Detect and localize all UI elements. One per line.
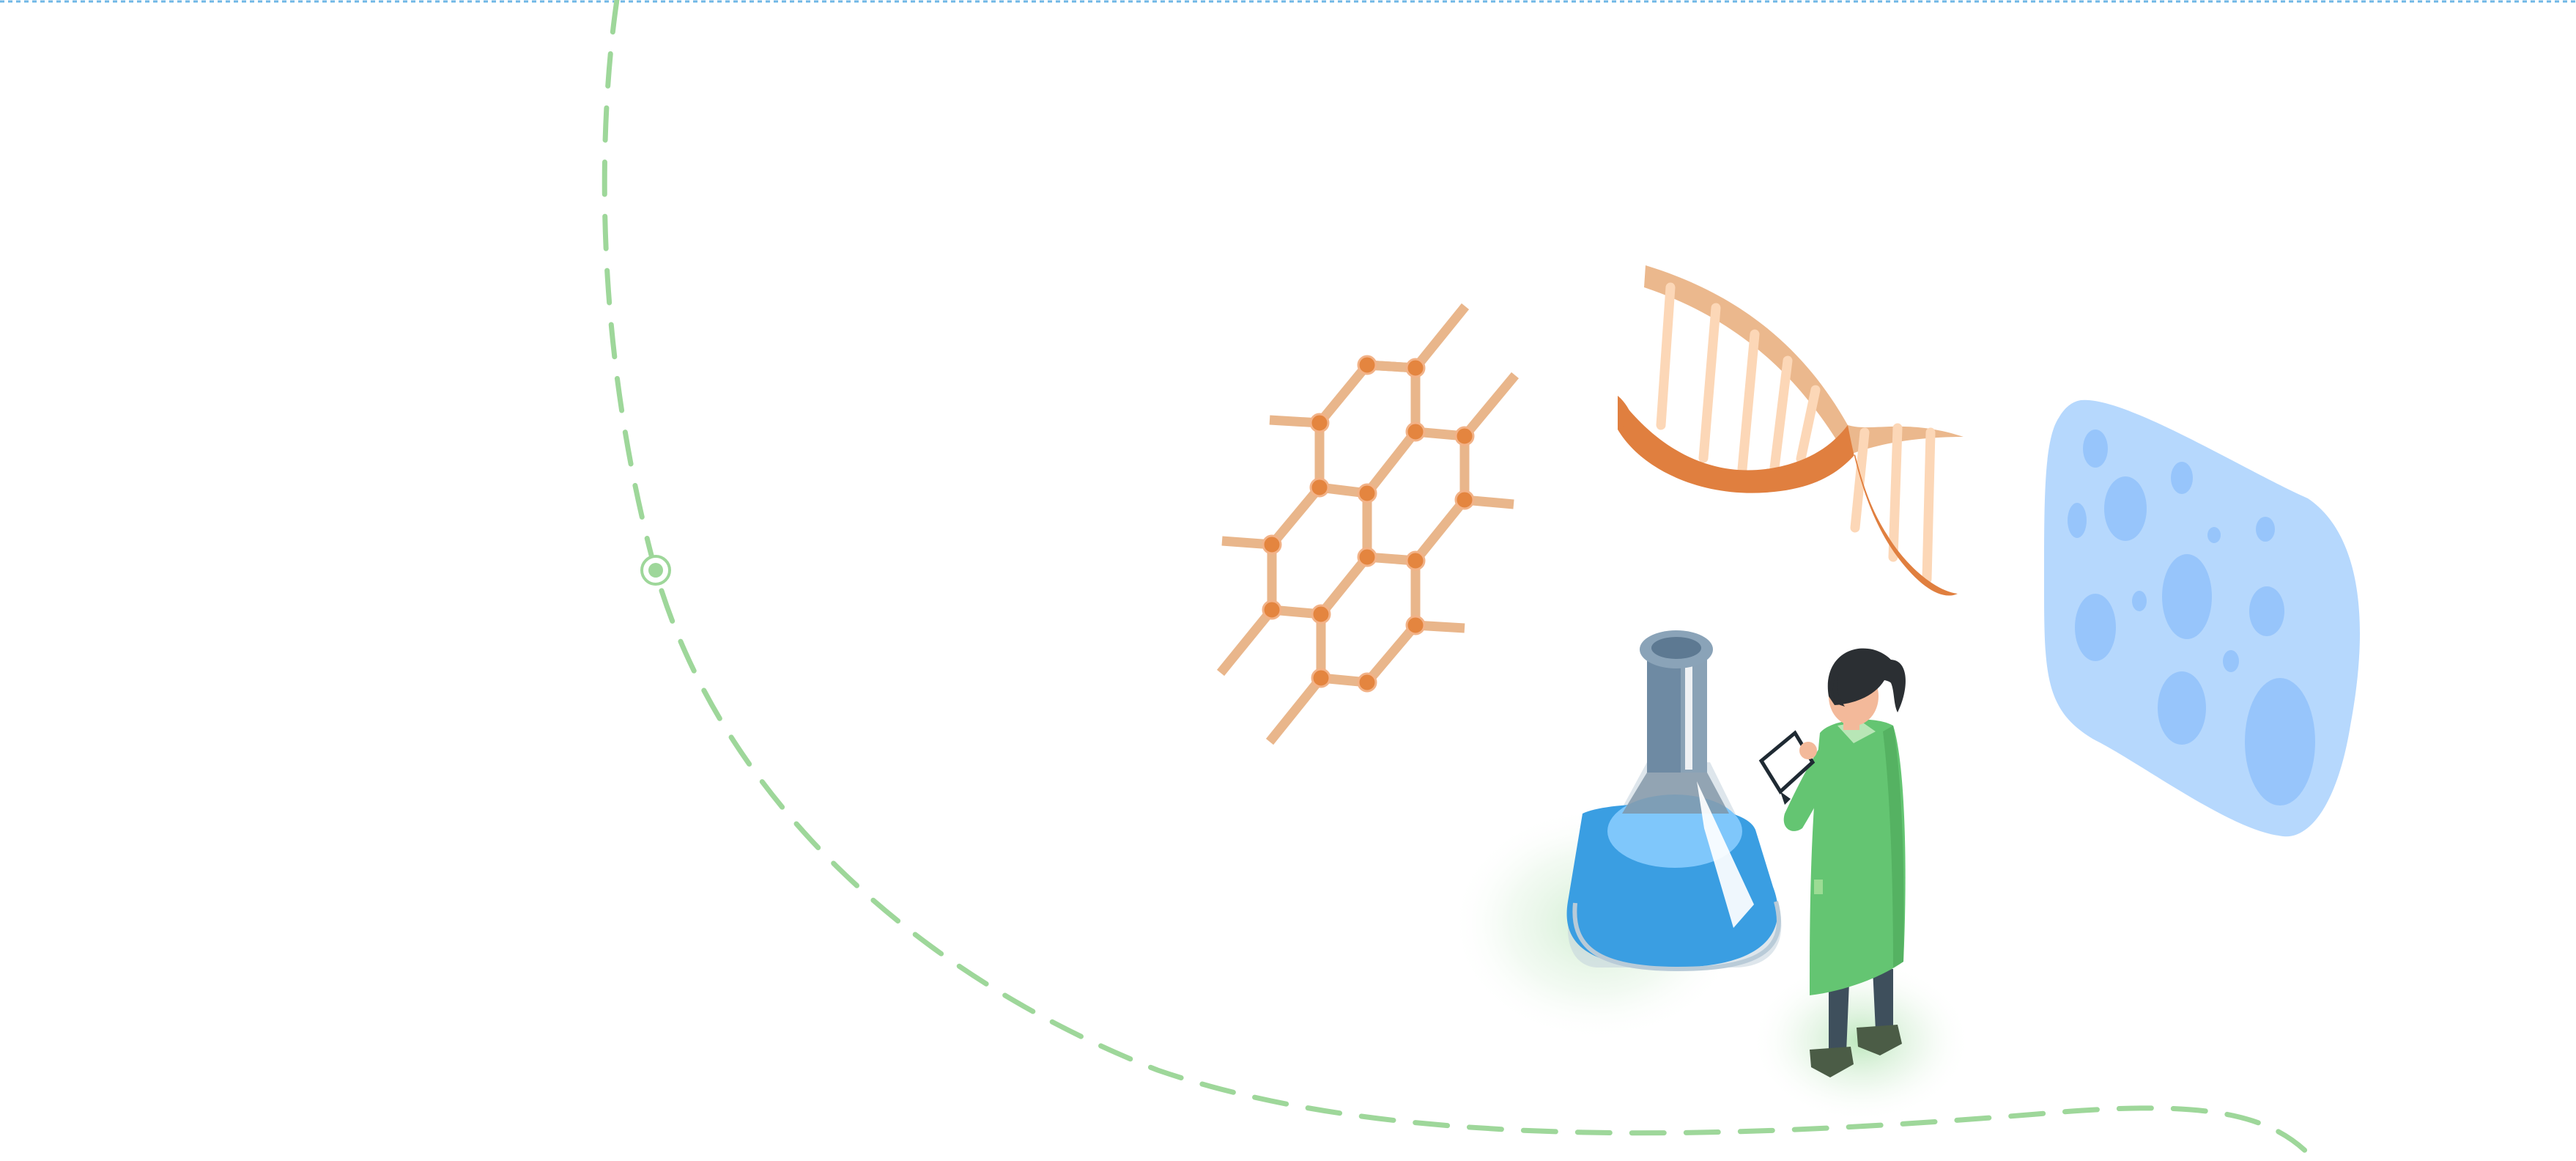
path-marker-icon: [640, 555, 671, 586]
dna-helix-icon: [1618, 265, 1964, 596]
scientist-figure-icon: [1758, 648, 1906, 1077]
dashed-path: [602, 0, 2318, 1161]
molecule-lattice-icon: [1216, 303, 1519, 745]
cell-icon: [2044, 399, 2361, 837]
conical-flask-icon: [1566, 630, 1782, 972]
